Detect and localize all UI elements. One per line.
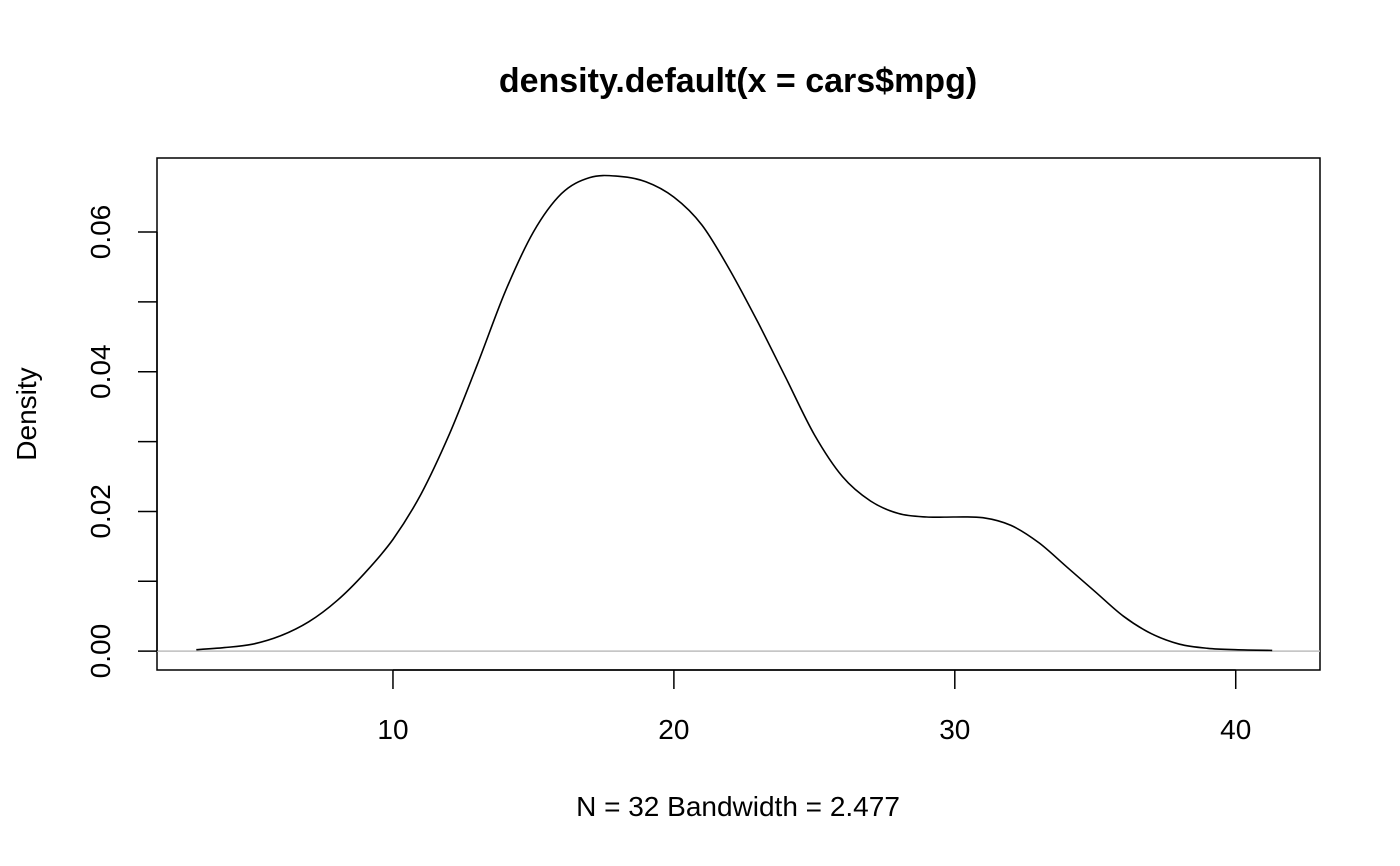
x-tick-label: 10 — [377, 714, 408, 745]
x-axis-label: N = 32 Bandwidth = 2.477 — [576, 791, 900, 822]
plot-frame — [156, 157, 1321, 671]
plot-area — [156, 157, 1321, 671]
y-tick-label: 0.02 — [85, 484, 116, 539]
x-tick-label: 20 — [658, 714, 689, 745]
y-tick-label: 0.06 — [85, 205, 116, 260]
chart-title: density.default(x = cars$mpg) — [499, 62, 977, 100]
y-tick-label: 0.04 — [85, 344, 116, 399]
y-axis: 0.00 0.02 0.04 0.06 — [85, 205, 158, 679]
x-tick-label: 30 — [939, 714, 970, 745]
y-tick-label: 0.00 — [85, 624, 116, 679]
y-axis-label: Density — [11, 367, 42, 460]
density-curve — [196, 174, 1273, 652]
x-tick-label: 40 — [1220, 714, 1251, 745]
x-axis: 10 20 30 40 — [377, 669, 1251, 745]
